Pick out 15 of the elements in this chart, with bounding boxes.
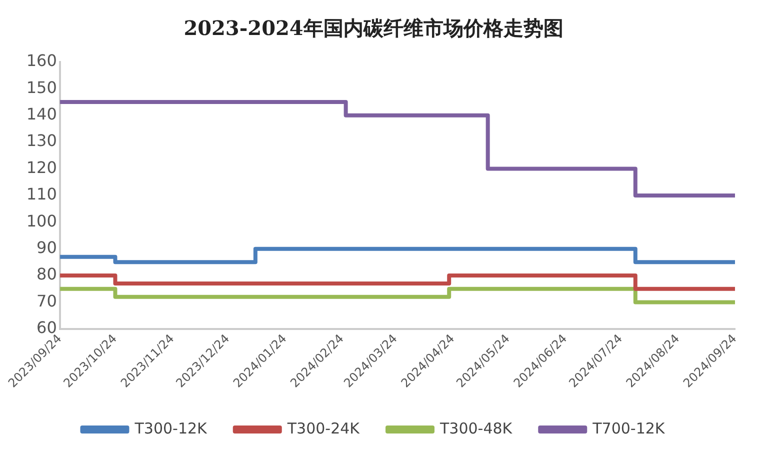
y-tick-label: 80 [36,264,57,284]
y-tick-label: 140 [26,104,57,124]
y-tick-label: 100 [26,211,57,230]
legend-label: T300-48K [439,419,514,438]
y-tick-label: 160 [26,51,57,70]
y-tick-label: 130 [26,131,57,150]
y-tick-label: 70 [36,291,57,310]
y-tick-label: 90 [36,238,57,257]
y-tick-label: 120 [26,158,57,177]
legend-label: T300-24K [286,419,361,438]
legend-label: T300-12K [134,419,208,438]
chart-title: 2023-2024年国内碳纤维市场价格走势图 [184,16,564,40]
legend-label: T700-12K [592,419,666,438]
y-tick-label: 110 [26,184,57,204]
y-tick-label: 150 [26,78,57,97]
